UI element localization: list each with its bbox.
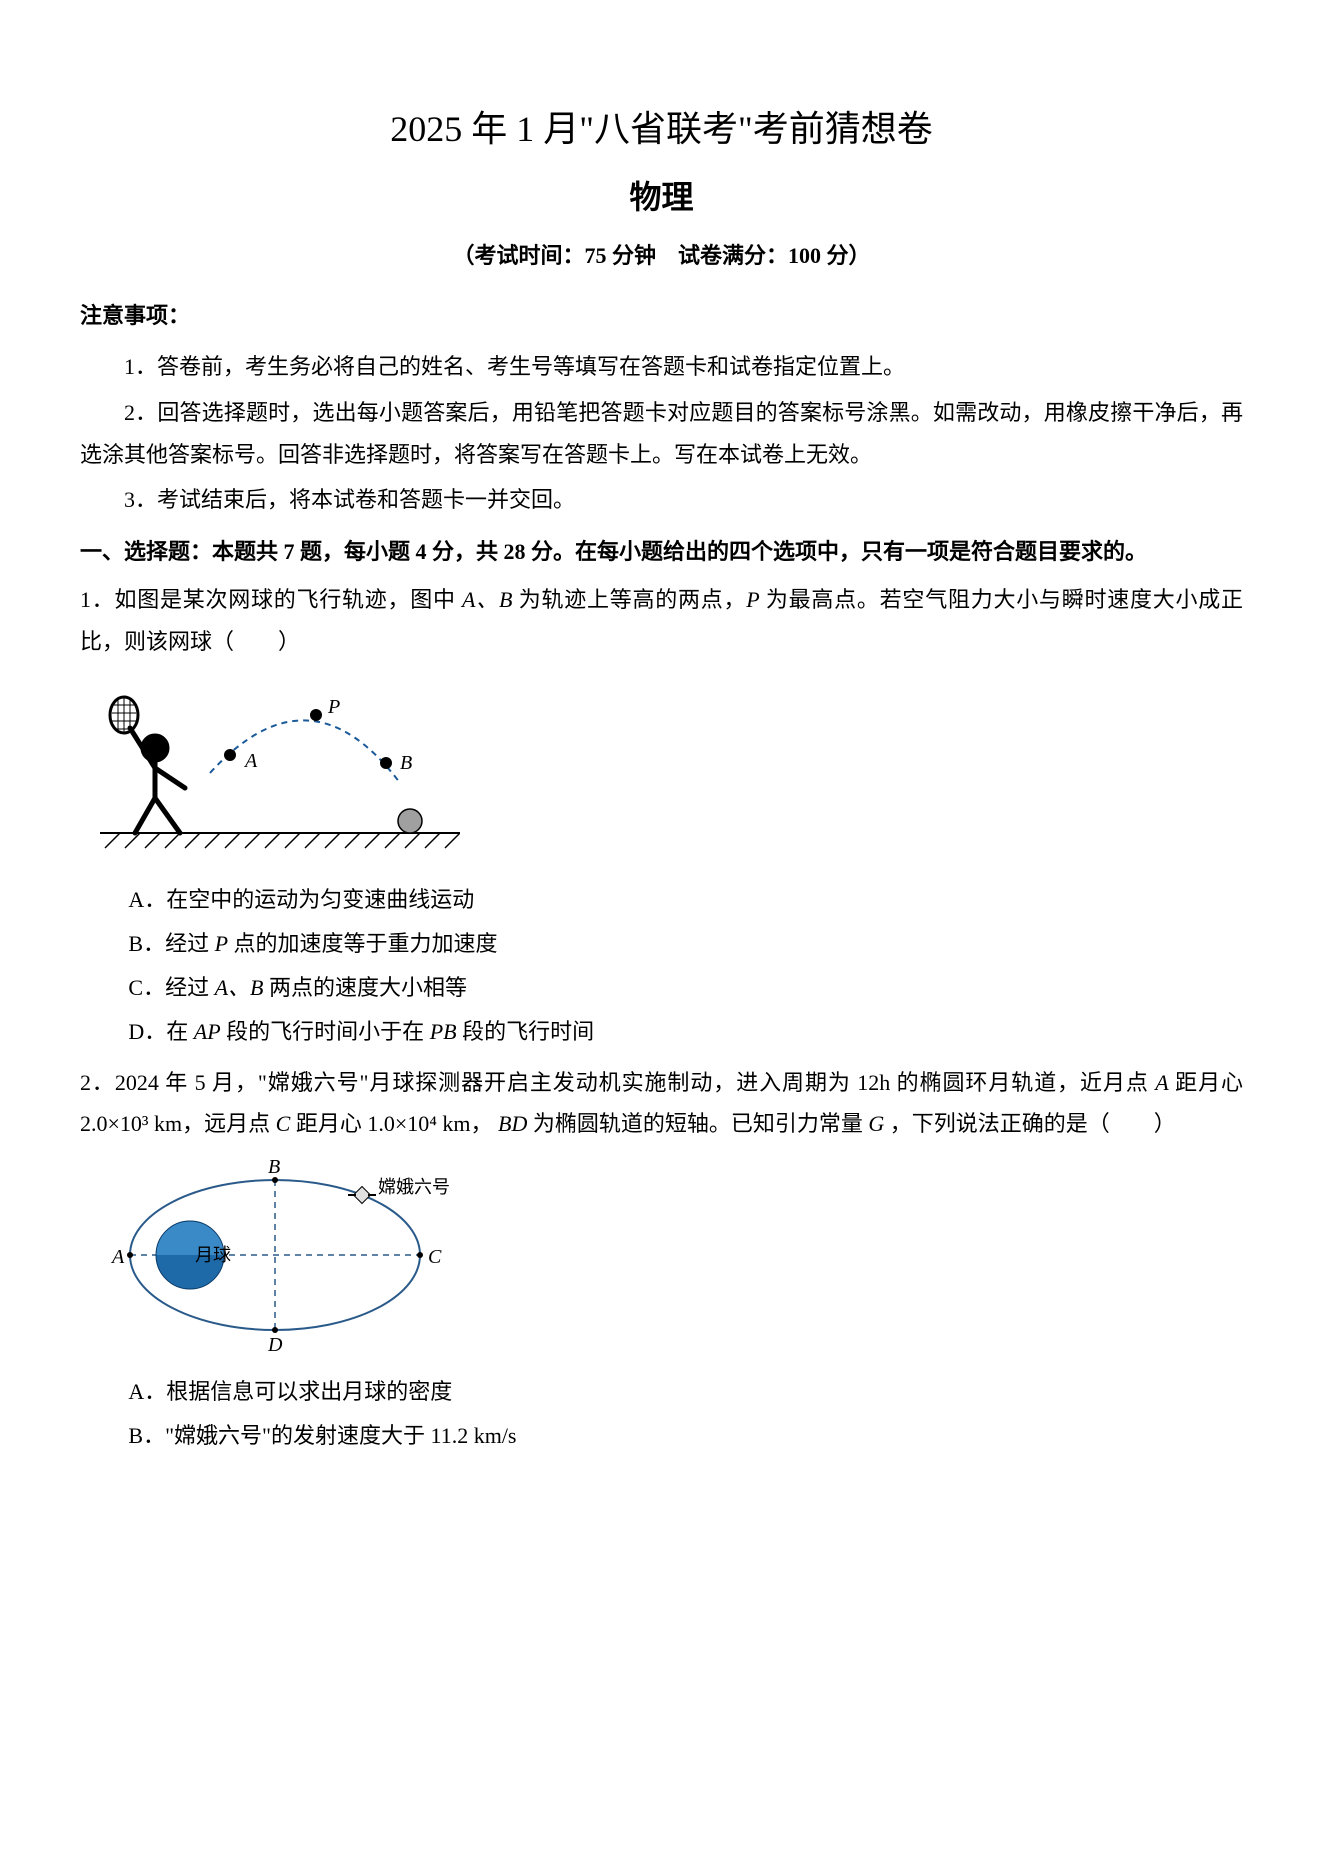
exam-info: （考试时间：75 分钟 试卷满分：100 分） (80, 238, 1243, 270)
notice-heading: 注意事项： (80, 298, 1243, 330)
q2-stem: 2．2024 年 5 月，"嫦娥六号"月球探测器开启主发动机实施制动，进入周期为… (80, 1062, 1243, 1146)
q2-label-probe: 嫦娥六号 (378, 1177, 450, 1197)
q2-label-moon: 月球 (195, 1245, 231, 1265)
exam-page: 2025 年 1 月"八省联考"考前猜想卷 物理 （考试时间：75 分钟 试卷满… (0, 0, 1323, 1871)
notice-item-1: 1．答卷前，考生务必将自己的姓名、考生号等填写在答题卡和试卷指定位置上。 (80, 346, 1243, 388)
q1-label-B: B (400, 752, 412, 774)
q1-label-P: P (327, 696, 340, 718)
q2-label-A: A (110, 1246, 125, 1268)
q1-stem-p: P (746, 587, 759, 612)
q1-stem-ab: A、B (462, 587, 512, 612)
q1-option-A: A．在空中的运动为匀变速曲线运动 (80, 878, 1243, 922)
notice-item-2: 2．回答选择题时，选出每小题答案后，用铅笔把答题卡对应题目的答案标号涂黑。如需改… (80, 392, 1243, 476)
q2-option-B: B．"嫦娥六号"的发射速度大于 11.2 km/s (80, 1414, 1243, 1458)
exam-title: 2025 年 1 月"八省联考"考前猜想卷 (80, 100, 1243, 152)
q1-option-D: D．在 AP 段的飞行时间小于在 PB 段的飞行时间 (80, 1010, 1243, 1054)
notice-item-3: 3．考试结束后，将本试卷和答题卡一并交回。 (80, 479, 1243, 521)
q1-stem-text-2: 为轨迹上等高的两点， (512, 587, 746, 612)
q1-stem-text-1: 1．如图是某次网球的飞行轨迹，图中 (80, 587, 462, 612)
q2-svg: 月球 嫦娥六号 A C B D (100, 1155, 480, 1355)
q2-label-D: D (267, 1334, 283, 1355)
q2-label-B: B (268, 1156, 280, 1178)
q1-option-C: C．经过 A、B 两点的速度大小相等 (80, 966, 1243, 1010)
q1-option-B: B．经过 P 点的加速度等于重力加速度 (80, 922, 1243, 966)
q2-option-A: A．根据信息可以求出月球的密度 (80, 1370, 1243, 1414)
q1-svg: A P B (100, 673, 460, 863)
section-1-heading: 一、选择题：本题共 7 题，每小题 4 分，共 28 分。在每小题给出的四个选项… (80, 531, 1243, 573)
q1-stem: 1．如图是某次网球的飞行轨迹，图中 A、B 为轨迹上等高的两点，P 为最高点。若… (80, 579, 1243, 663)
exam-subject: 物理 (80, 172, 1243, 218)
q2-figure: 月球 嫦娥六号 A C B D (100, 1155, 1243, 1360)
q2-label-C: C (428, 1246, 442, 1268)
q1-label-A: A (243, 750, 258, 772)
q1-figure: A P B (100, 673, 1243, 868)
